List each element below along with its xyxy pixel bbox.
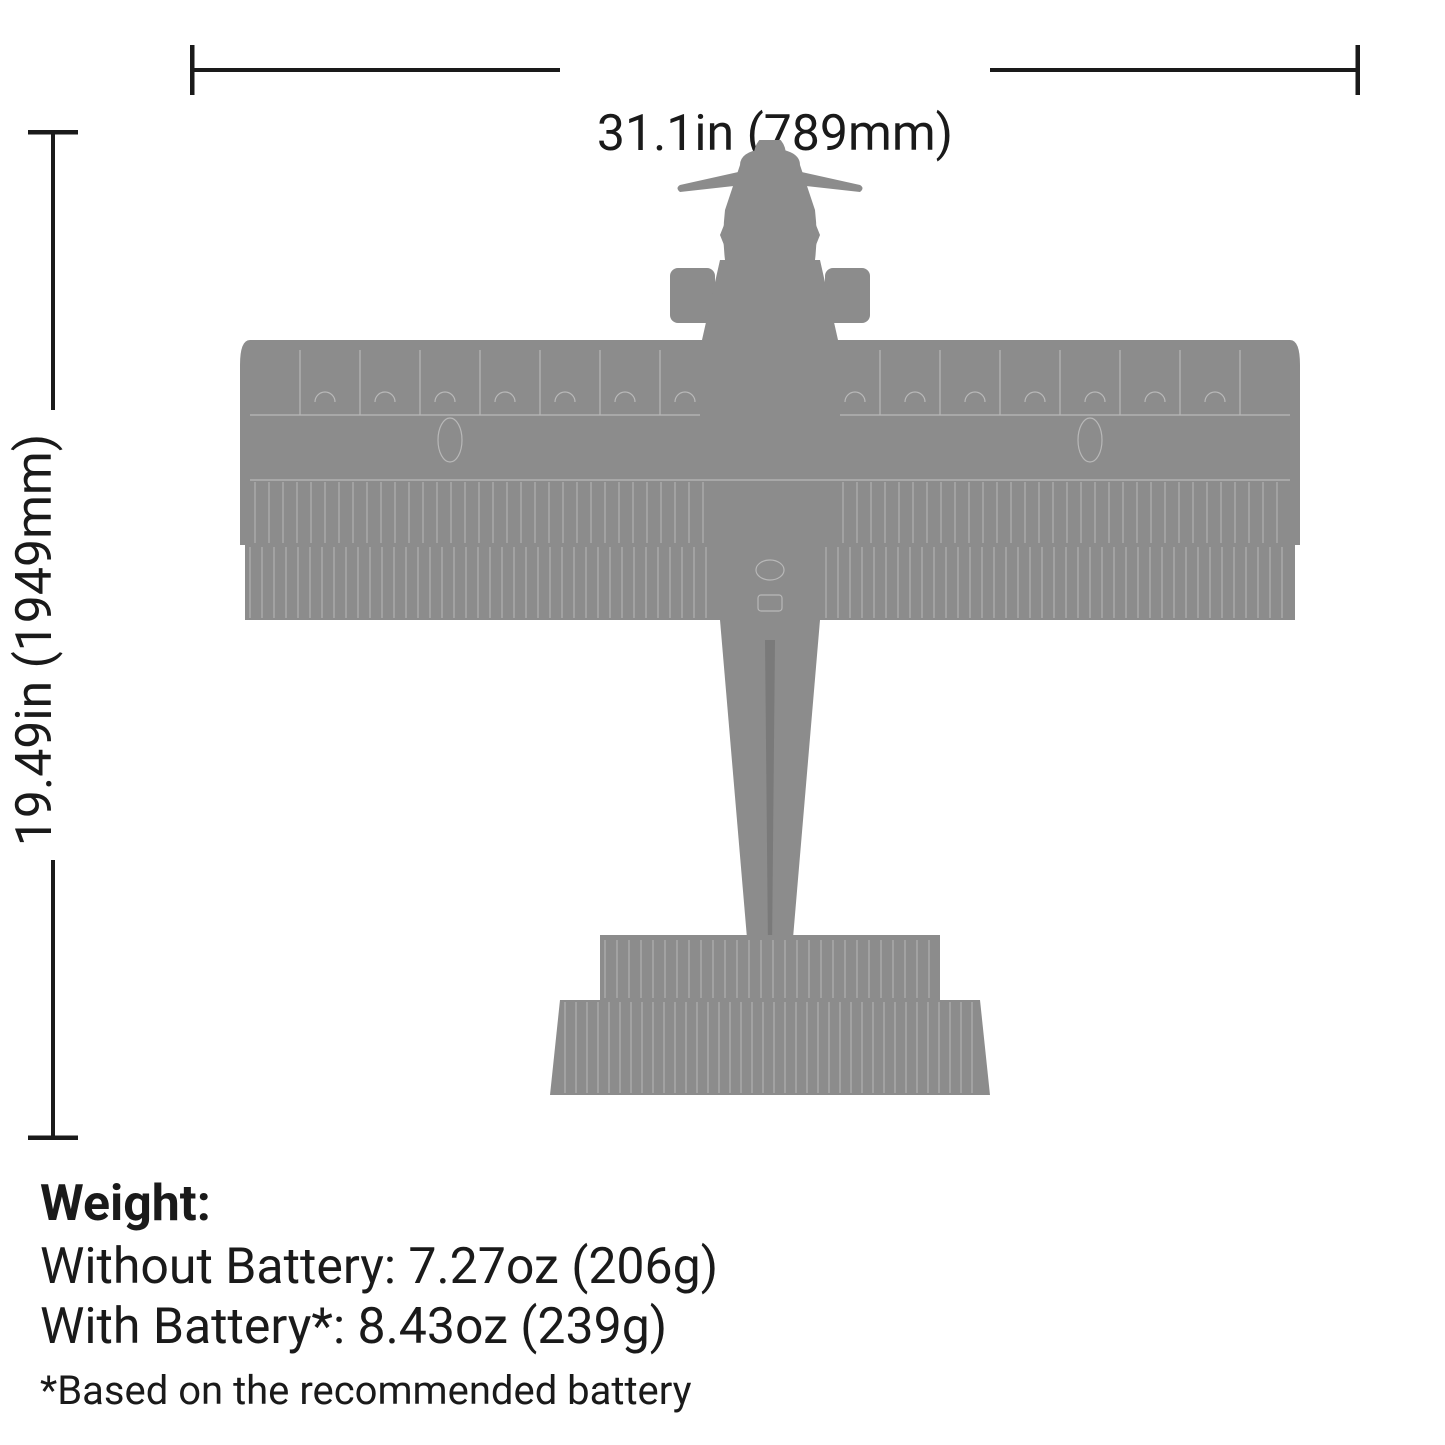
weight-specs: Weight: Without Battery: 7.27oz (206g) W… bbox=[40, 1175, 718, 1414]
width-dimension-bracket: 31.1in (789mm) bbox=[190, 45, 1360, 149]
weight-footnote: *Based on the recommended battery bbox=[40, 1367, 718, 1414]
weight-with-battery: With Battery*: 8.43oz (239g) bbox=[40, 1297, 718, 1357]
diagram-container: 31.1in (789mm) 19.49in (1949mm) bbox=[0, 0, 1445, 1445]
aircraft-silhouette bbox=[220, 140, 1320, 1140]
height-dimension-label: 19.49in (1949mm) bbox=[6, 434, 64, 846]
weight-heading: Weight: bbox=[40, 1175, 718, 1233]
weight-without-battery: Without Battery: 7.27oz (206g) bbox=[40, 1237, 718, 1297]
aircraft-svg bbox=[220, 140, 1320, 1140]
